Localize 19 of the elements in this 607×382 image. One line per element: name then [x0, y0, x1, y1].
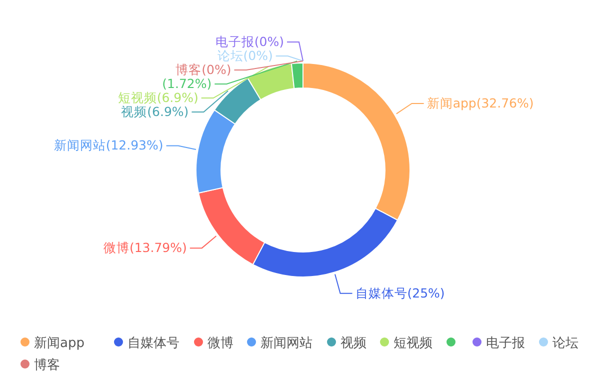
- category-label: 电子报(0%): [215, 34, 284, 49]
- legend-label: 短视频: [394, 336, 432, 351]
- legend-label: 新闻app: [34, 336, 84, 351]
- category-label: 视频(6.9%): [121, 104, 189, 119]
- legend-label: 电子报: [486, 336, 525, 351]
- legend-label: 新闻网站: [260, 336, 312, 351]
- legend-label: 微博: [208, 336, 234, 351]
- data-label: (1.72%): [162, 76, 212, 91]
- category-label: 短视频(6.9%): [118, 90, 198, 105]
- category-label: 微博(13.79%): [103, 240, 187, 256]
- category-label: 博客(0%): [176, 62, 232, 77]
- category-label: 新闻网站(12.93%): [54, 138, 164, 153]
- legend-label: 自媒体号: [128, 336, 180, 351]
- category-label: 论坛(0%): [217, 48, 273, 63]
- category-label: 自媒体号(25%): [355, 285, 445, 300]
- legend-label: 视频: [340, 336, 366, 351]
- legend-label: 博客: [34, 357, 60, 373]
- category-label: 新闻app(32.76%): [426, 96, 534, 110]
- legend-label: 论坛: [552, 336, 578, 351]
